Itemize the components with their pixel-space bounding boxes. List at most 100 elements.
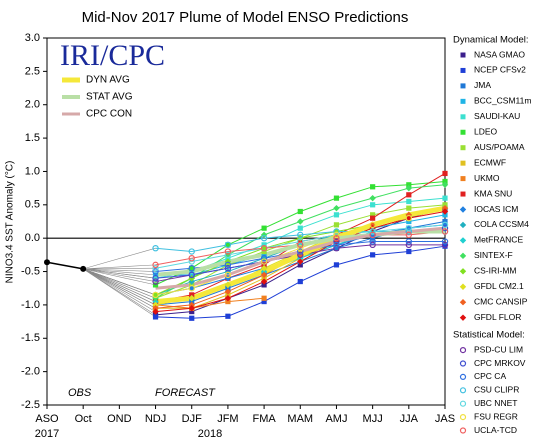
legend-label: COLA CCSM4 <box>474 219 529 229</box>
y-tick-label: -2.0 <box>21 366 40 378</box>
marker <box>224 281 232 289</box>
marker <box>261 298 267 305</box>
marker <box>260 234 268 242</box>
legend-label: IOCAS ICM <box>474 204 518 214</box>
marker <box>405 184 413 192</box>
marker <box>297 244 304 252</box>
marker <box>188 265 195 272</box>
legend-label: FSU REGR <box>474 411 518 421</box>
y-tick-label: -1.5 <box>21 332 40 344</box>
legend-marker <box>459 252 467 260</box>
marker <box>261 282 267 288</box>
x-tick-label: ASO <box>35 413 59 425</box>
legend-marker <box>460 52 466 58</box>
marker <box>188 305 195 312</box>
marker <box>442 170 448 177</box>
marker <box>225 262 231 268</box>
x-tick-label: MAM <box>287 413 313 425</box>
marker <box>333 241 340 249</box>
legend-label: DYN AVG <box>86 75 130 86</box>
legend-label: UBC NNET <box>474 398 517 408</box>
marker <box>333 245 340 251</box>
y-tick-label: -0.5 <box>21 265 40 277</box>
legend-label: CS-IRI-MM <box>474 266 517 276</box>
marker <box>405 231 413 239</box>
legend-label: CMC CANSIP <box>474 296 528 306</box>
marker <box>441 204 449 212</box>
legend-marker <box>460 176 466 182</box>
legend-marker <box>459 427 467 434</box>
x-tick-label: NDJ <box>145 413 166 425</box>
legend-label: GFDL FLOR <box>474 312 521 322</box>
marker <box>188 258 195 265</box>
marker <box>224 295 232 302</box>
legend-marker <box>459 373 467 380</box>
marker <box>333 262 340 268</box>
legend-heading: Dynamical Model: <box>453 35 529 46</box>
y-tick-label: 0.5 <box>25 199 40 211</box>
marker <box>189 282 195 288</box>
connector <box>83 264 156 270</box>
marker <box>370 212 376 218</box>
marker <box>152 308 159 315</box>
x-tick-label: MJJ <box>363 413 383 425</box>
marker <box>406 182 412 188</box>
marker <box>405 224 413 232</box>
marker <box>297 225 303 231</box>
connector <box>83 268 156 279</box>
marker <box>333 212 340 218</box>
y-axis-label: NINO3.4 SST Anomaly (°C) <box>5 161 16 284</box>
legend-marker <box>459 387 467 394</box>
marker <box>406 192 412 198</box>
marker <box>225 242 231 248</box>
marker <box>441 221 449 229</box>
marker <box>225 255 231 261</box>
marker <box>442 178 448 185</box>
marker <box>188 248 195 255</box>
marker <box>260 265 268 272</box>
x-tick-label: Oct <box>75 413 92 425</box>
marker <box>224 271 232 279</box>
marker <box>406 218 412 225</box>
legend-label: CSU CLIPR <box>474 385 519 395</box>
marker <box>333 231 340 239</box>
marker <box>442 212 448 218</box>
marker <box>370 235 376 241</box>
marker <box>152 244 159 252</box>
connector <box>83 268 156 302</box>
legend-label: SAUDI-KAU <box>474 111 520 121</box>
legend-label: GFDL CM2.1 <box>474 281 524 291</box>
legend-label: NASA GMAO <box>474 49 525 59</box>
legend-marker <box>460 67 466 73</box>
marker <box>406 205 412 211</box>
x-tick-label: JJA <box>400 413 419 425</box>
legend-label: CPC CON <box>86 109 132 120</box>
legend-marker <box>459 206 467 213</box>
marker <box>189 268 195 275</box>
connector <box>83 268 156 272</box>
legend-label: ECMWF <box>474 157 506 167</box>
marker <box>152 261 159 269</box>
connector <box>83 268 156 296</box>
marker <box>189 265 195 271</box>
legend-marker <box>460 191 466 197</box>
marker <box>369 228 376 235</box>
connector <box>83 247 156 270</box>
x-tick-label: OND <box>107 413 132 425</box>
marker <box>261 252 267 258</box>
marker <box>405 238 413 245</box>
marker <box>333 195 340 201</box>
marker <box>369 231 376 239</box>
marker <box>152 268 159 275</box>
legend-marker <box>459 268 467 275</box>
marker <box>441 241 449 249</box>
connector <box>83 268 156 312</box>
marker <box>297 241 304 249</box>
marker <box>152 282 159 288</box>
legend-marker <box>460 129 466 135</box>
marker <box>225 298 231 305</box>
marker <box>224 261 232 269</box>
connector <box>83 267 156 270</box>
legend-marker <box>459 400 467 407</box>
